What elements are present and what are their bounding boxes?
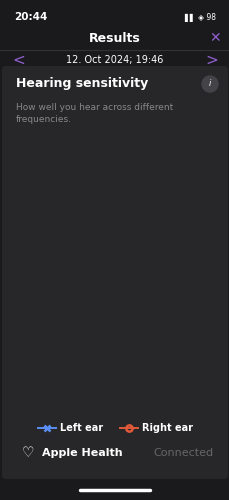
Text: Hearing sensitivity: Hearing sensitivity — [16, 78, 148, 90]
Text: <: < — [12, 52, 25, 68]
Text: i: i — [208, 80, 210, 88]
Text: How well you hear across different
frequencies.: How well you hear across different frequ… — [16, 103, 172, 124]
Text: Left ear: Left ear — [60, 423, 103, 433]
Text: ♡: ♡ — [22, 446, 34, 460]
Text: Apple Health: Apple Health — [42, 448, 122, 458]
Y-axis label: Hearing loss (dB HL): Hearing loss (dB HL) — [20, 230, 29, 316]
Circle shape — [201, 76, 217, 92]
Text: Right ear: Right ear — [141, 423, 192, 433]
X-axis label: Frequency (Hz): Frequency (Hz) — [101, 436, 165, 445]
Text: Connected: Connected — [153, 448, 213, 458]
Text: ✕: ✕ — [208, 31, 220, 45]
Text: Results: Results — [89, 32, 140, 44]
FancyBboxPatch shape — [2, 66, 227, 479]
Text: >: > — [204, 52, 217, 68]
Text: 20:44: 20:44 — [14, 12, 47, 22]
Text: 12. Oct 2024; 19:46: 12. Oct 2024; 19:46 — [66, 55, 163, 65]
Text: ▌▌ ◈ 98: ▌▌ ◈ 98 — [183, 12, 215, 22]
